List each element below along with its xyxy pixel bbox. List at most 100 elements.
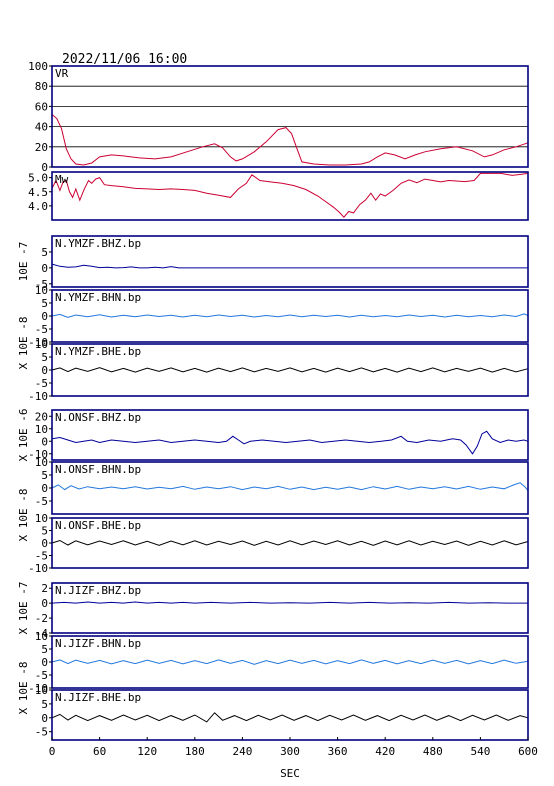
panel-label: N.ONSF.BHZ.bp [55, 411, 141, 424]
x-tick-label: 300 [280, 745, 300, 758]
panel-frame [51, 409, 529, 461]
y-tick-label: -10 [28, 336, 48, 349]
series-line-5 [51, 367, 529, 373]
scale-label: 10E -7 [17, 242, 30, 282]
y-tick-label: 5 [41, 297, 48, 310]
panel-label: N.YMZF.BHE.bp [55, 345, 141, 358]
x-tick-label: 540 [470, 745, 490, 758]
panel-frame [51, 65, 529, 168]
x-tick-label: 60 [93, 745, 106, 758]
x-tick-label: 360 [328, 745, 348, 758]
y-tick-label: -10 [28, 390, 48, 403]
panel-label: N.ONSF.BHN.bp [55, 463, 141, 476]
y-tick-label: 4.5 [28, 186, 48, 199]
y-tick-label: 5.0 [28, 172, 48, 185]
y-tick-label: 0 [41, 712, 48, 725]
y-tick-label: -5 [35, 278, 48, 291]
y-tick-label: -4 [35, 627, 49, 640]
y-tick-label: 0 [41, 656, 48, 669]
scale-label: X 10E -6 [17, 409, 30, 462]
panel-frame [51, 171, 529, 221]
x-tick-label: 420 [375, 745, 395, 758]
panel-9: -4 -2 0 2 N.JIZF.BHZ.bp [35, 582, 529, 640]
x-axis-label: SEC [280, 767, 300, 780]
y-tick-label: 0 [41, 597, 48, 610]
y-tick-label: 5 [41, 525, 48, 538]
y-tick-label: 20 [35, 141, 48, 154]
x-axis: 0 60 120 180 240 300 360 420 480 540 600 [49, 737, 538, 758]
series-line-9 [51, 601, 528, 604]
y-tick-label: 5 [41, 469, 48, 482]
x-tick-label: 240 [232, 745, 252, 758]
panel-label: N.JIZF.BHZ.bp [55, 584, 141, 597]
series-line-2 [51, 172, 529, 218]
series-line-6 [51, 430, 529, 455]
series-line-11 [51, 712, 529, 723]
panel-frame [51, 582, 529, 634]
panel-label: Mw [55, 173, 69, 186]
y-tick-label: -5 [35, 377, 48, 390]
y-tick-label: 0 [41, 435, 48, 448]
y-tick-label: 0 [41, 537, 48, 550]
y-tick-label: -5 [35, 669, 48, 682]
x-tick-label: 600 [518, 745, 538, 758]
y-tick-label: 10 [35, 456, 48, 469]
panel-label: N.YMZF.BHN.bp [55, 291, 141, 304]
series-line-3 [51, 263, 528, 269]
scale-label: X 10E -7 [17, 582, 30, 635]
y-tick-label: 10 [35, 630, 48, 643]
x-tick-label: 180 [185, 745, 205, 758]
y-tick-label: -5 [35, 550, 48, 563]
y-tick-label: 10 [35, 684, 48, 697]
y-tick-label: -5 [35, 726, 48, 739]
scale-label: X 10E -8 [17, 662, 30, 715]
y-tick-label: -2 [35, 612, 48, 625]
y-tick-label: 60 [35, 100, 48, 113]
y-tick-label: 4.0 [28, 200, 48, 213]
y-tick-label: 5 [41, 698, 48, 711]
y-tick-label: -10 [28, 682, 48, 695]
panel-3: -5 0 5 N.YMZF.BHZ.bp [35, 235, 529, 291]
y-tick-label: 0 [41, 310, 48, 323]
y-tick-label: -10 [28, 448, 48, 461]
y-tick-label: 10 [35, 512, 48, 525]
y-tick-label: 2 [41, 582, 48, 595]
series-line-1 [51, 114, 529, 166]
y-tick-label: 0 [41, 262, 48, 275]
y-tick-label: 0 [41, 482, 48, 495]
y-tick-label: -5 [35, 495, 48, 508]
y-tick-label: -10 [28, 562, 48, 575]
y-tick-label: -5 [35, 323, 48, 336]
x-tick-label: 480 [423, 745, 443, 758]
panel-label: N.YMZF.BHZ.bp [55, 237, 141, 250]
x-tick-label: 120 [137, 745, 157, 758]
series-line-8 [51, 539, 529, 546]
panel-label: N.JIZF.BHN.bp [55, 637, 141, 650]
y-tick-label: 0 [41, 161, 48, 174]
scale-label: X 10E -8 [17, 489, 30, 542]
timestamp-title: 2022/11/06 16:00 [62, 52, 187, 67]
panel-label: N.ONSF.BHE.bp [55, 519, 141, 532]
panel-1: 0 20 40 60 80 100 VR [28, 60, 529, 174]
y-tick-label: 10 [35, 338, 48, 351]
y-tick-label: 5 [41, 351, 48, 364]
scale-label: X 10E -8 [17, 317, 30, 370]
panel-2: 4.04.55.0 Mw [28, 171, 529, 221]
y-tick-label: 10 [35, 284, 48, 297]
panel-frame [51, 235, 529, 288]
y-tick-label: 20 [35, 410, 48, 423]
series-line-4 [51, 313, 529, 318]
series-line-7 [51, 482, 529, 491]
panel-label: VR [55, 67, 69, 80]
y-tick-label: 0 [41, 364, 48, 377]
y-tick-label: 100 [28, 60, 48, 73]
panel-label: N.JIZF.BHE.bp [55, 691, 141, 704]
